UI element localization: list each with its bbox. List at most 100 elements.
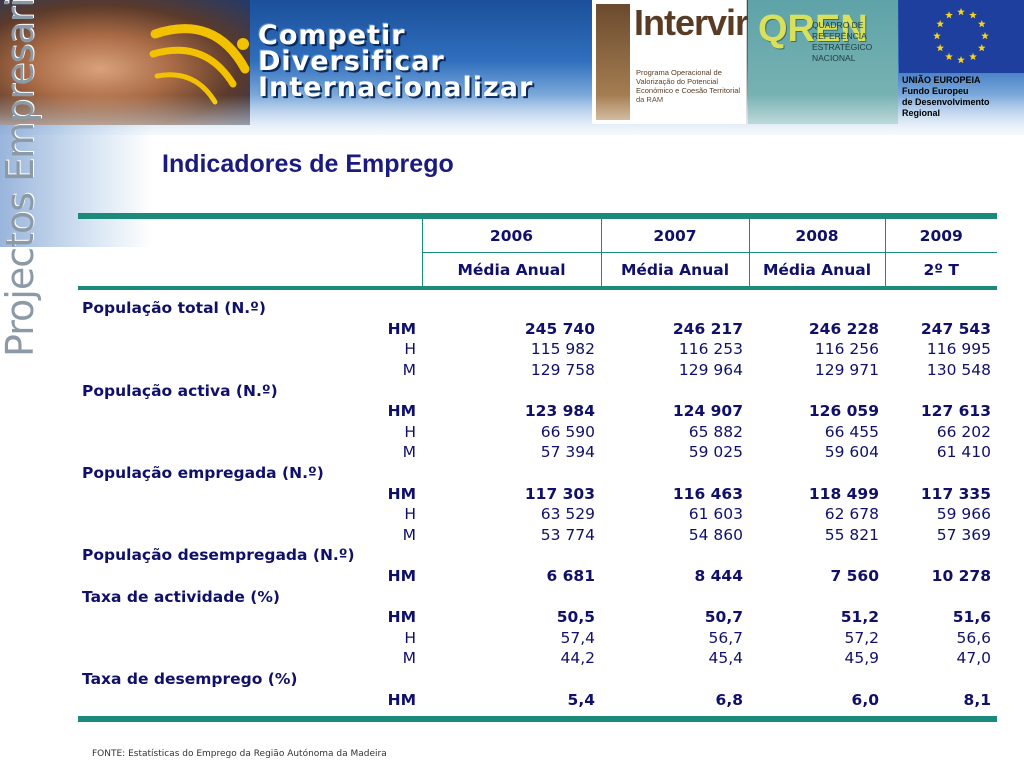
row-label: HM xyxy=(387,567,416,586)
eu-flag-icon xyxy=(899,0,1024,73)
table-row: HM 123 984 124 907 126 059 127 613 xyxy=(78,401,997,422)
row-label: HM xyxy=(387,608,416,627)
eu-star-icon xyxy=(933,32,941,40)
table-header-rule xyxy=(78,286,997,290)
cell-value: 50,7 xyxy=(704,608,743,627)
eu-star-icon xyxy=(969,11,977,19)
table-bottom-rule xyxy=(78,715,997,722)
table-row: HM 50,5 50,7 51,2 51,6 xyxy=(78,607,997,628)
cell-value: 66 590 xyxy=(540,422,595,441)
table-row: HM 245 740 246 217 246 228 247 543 xyxy=(78,319,997,340)
qren-letters: QREN xyxy=(758,8,868,50)
section-title: População total (N.º) xyxy=(82,299,267,318)
cell-value: 63 529 xyxy=(540,505,595,524)
cell-value: 130 548 xyxy=(926,361,991,380)
employment-table: 2006 2007 2008 2009 Média Anual Média An… xyxy=(78,213,997,722)
row-label: HM xyxy=(387,690,416,709)
row-label: M xyxy=(402,443,416,462)
column-header-period: 2º T xyxy=(884,252,997,286)
cell-value: 6 681 xyxy=(546,567,595,586)
cell-value: 62 678 xyxy=(824,505,879,524)
cell-value: 61 410 xyxy=(936,443,991,462)
table-row: M 44,2 45,4 45,9 47,0 xyxy=(78,648,997,669)
cell-value: 116 256 xyxy=(814,340,879,359)
cell-value: 57,2 xyxy=(844,628,879,647)
section-title: População desempregada (N.º) xyxy=(82,546,355,565)
cell-value: 116 995 xyxy=(926,340,991,359)
table-row: M 57 394 59 025 59 604 61 410 xyxy=(78,442,997,463)
eu-star-icon xyxy=(945,52,953,61)
cell-value: 44,2 xyxy=(560,649,595,668)
table-row: H 57,4 56,7 57,2 56,6 xyxy=(78,628,997,649)
section-title: População activa (N.º) xyxy=(82,381,278,400)
table-row: HM 117 303 116 463 118 499 117 335 xyxy=(78,483,997,504)
section-row: População empregada (N.º) xyxy=(78,463,997,484)
row-label: HM xyxy=(387,484,416,503)
cell-value: 59 966 xyxy=(936,505,991,524)
cell-value: 57 394 xyxy=(540,443,595,462)
eu-caption-line: Regional xyxy=(902,108,941,118)
table-row: M 129 758 129 964 129 971 130 548 xyxy=(78,360,997,381)
section-title: População empregada (N.º) xyxy=(82,464,324,483)
page-title: Indicadores de Emprego xyxy=(162,150,454,178)
column-header-period: Média Anual xyxy=(748,252,885,286)
cell-value: 57,4 xyxy=(560,628,595,647)
cell-value: 54 860 xyxy=(688,525,743,544)
cell-value: 59 604 xyxy=(824,443,879,462)
row-label: M xyxy=(402,361,416,380)
header-banner: Competir Diversificar Internacionalizar … xyxy=(0,0,1024,135)
section-row: População total (N.º) xyxy=(78,298,997,319)
eu-star-icon xyxy=(957,8,965,16)
table-row: H 66 590 65 882 66 455 66 202 xyxy=(78,422,997,443)
eu-star-icon xyxy=(977,20,986,28)
cell-value: 65 882 xyxy=(688,422,743,441)
cell-value: 5,4 xyxy=(567,690,595,709)
cell-value: 127 613 xyxy=(920,402,991,421)
cell-value: 123 984 xyxy=(524,402,595,421)
table-row: HM 6 681 8 444 7 560 10 278 xyxy=(78,566,997,587)
cell-value: 129 758 xyxy=(530,361,595,380)
cell-value: 56,7 xyxy=(708,628,743,647)
row-label: H xyxy=(404,505,416,524)
cell-value: 129 971 xyxy=(814,361,879,380)
cell-value: 50,5 xyxy=(556,608,595,627)
eu-star-icon xyxy=(977,44,986,52)
cell-value: 115 982 xyxy=(530,340,595,359)
cell-value: 7 560 xyxy=(830,567,879,586)
eu-star-icon xyxy=(969,52,977,61)
eu-caption-line: de Desenvolvimento xyxy=(902,97,990,107)
section-row: Taxa de desemprego (%) xyxy=(78,669,997,690)
eu-caption-line: Fundo Europeu xyxy=(902,86,969,96)
eu-caption: UNIÃO EUROPEIA Fundo Europeu de Desenvol… xyxy=(902,75,1024,119)
sidebar-gradient xyxy=(0,125,152,247)
cell-value: 245 740 xyxy=(524,319,595,338)
table-row: H 63 529 61 603 62 678 59 966 xyxy=(78,504,997,525)
eu-caption-line: UNIÃO EUROPEIA xyxy=(902,75,981,85)
tagline-line-2: Diversificar xyxy=(258,46,445,77)
column-header-period: Média Anual xyxy=(600,252,749,286)
cell-value: 66 455 xyxy=(824,422,879,441)
column-header-year: 2007 xyxy=(600,219,749,253)
cell-value: 45,9 xyxy=(844,649,879,668)
section-row: População activa (N.º) xyxy=(78,380,997,401)
cell-value: 47,0 xyxy=(956,649,991,668)
row-label: HM xyxy=(387,402,416,421)
cell-value: 6,8 xyxy=(715,690,743,709)
cell-value: 117 303 xyxy=(524,484,595,503)
cell-value: 66 202 xyxy=(936,422,991,441)
tagline-line-1: Competir xyxy=(258,20,406,51)
cell-value: 51,2 xyxy=(840,608,879,627)
cell-value: 45,4 xyxy=(708,649,743,668)
table-row: M 53 774 54 860 55 821 57 369 xyxy=(78,525,997,546)
sidebar-title: Projectos Empresariais xyxy=(0,0,42,357)
cell-value: 55 821 xyxy=(824,525,879,544)
section-row: População desempregada (N.º) xyxy=(78,545,997,566)
cell-value: 57 369 xyxy=(936,525,991,544)
source-note: FONTE: Estatísticas do Emprego da Região… xyxy=(92,749,387,759)
cell-value: 124 907 xyxy=(672,402,743,421)
cell-value: 10 278 xyxy=(931,567,991,586)
cell-value: 117 335 xyxy=(920,484,991,503)
cell-value: 61 603 xyxy=(688,505,743,524)
cell-value: 116 463 xyxy=(672,484,743,503)
eu-star-icon xyxy=(936,44,945,52)
